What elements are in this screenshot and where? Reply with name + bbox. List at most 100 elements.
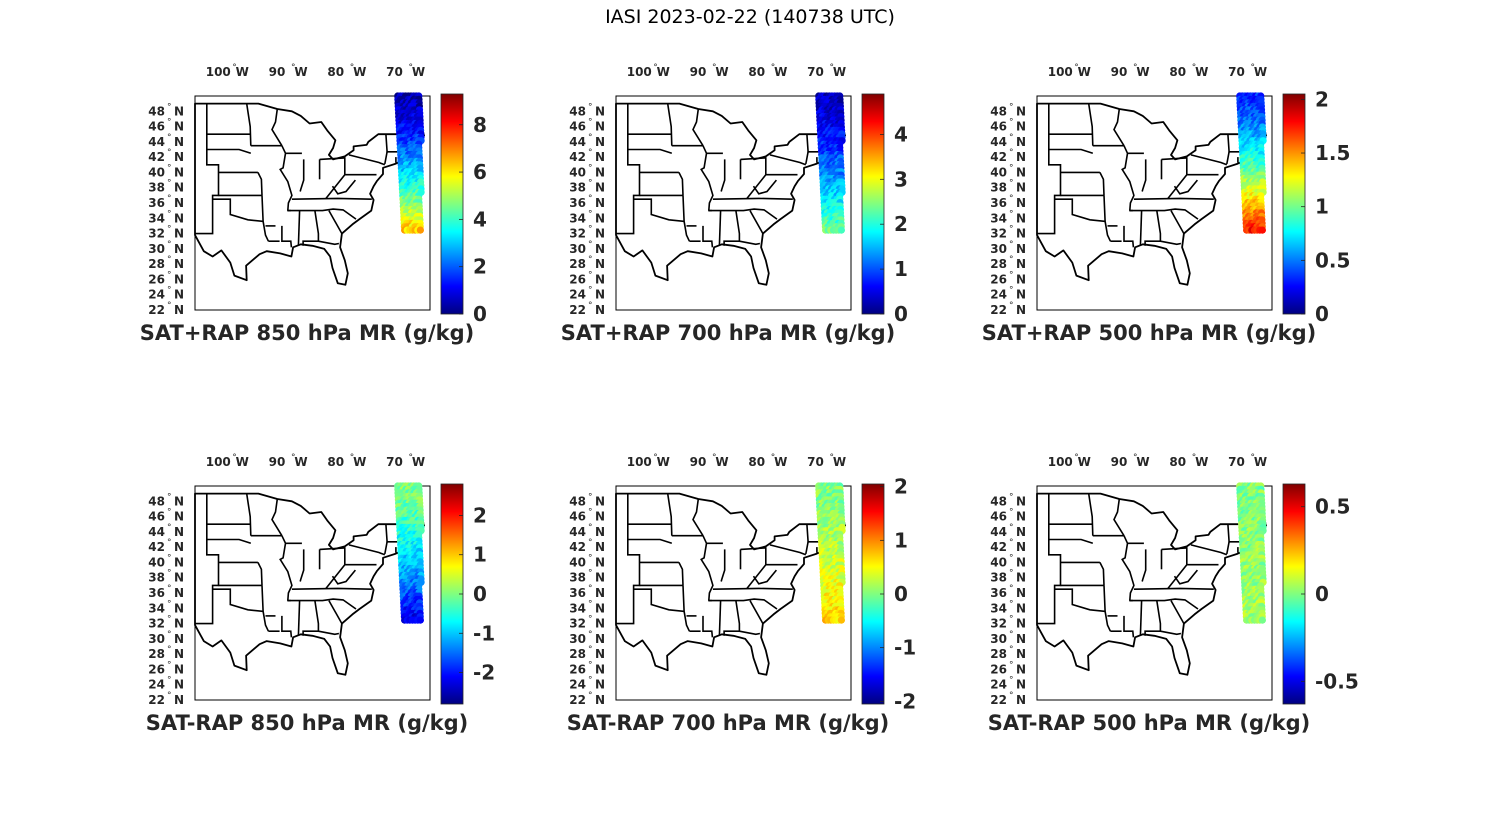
- lat-tick-degree: °: [167, 599, 172, 609]
- lat-tick-dir: N: [1016, 272, 1026, 286]
- lon-tick-label: 80: [327, 455, 344, 469]
- lat-tick-label: 32: [990, 227, 1007, 241]
- lat-tick-label: 46: [569, 510, 586, 524]
- state-border: [1113, 108, 1125, 147]
- lon-tick-degree: °: [712, 63, 717, 73]
- state-border: [627, 538, 673, 545]
- state-border: [319, 547, 345, 551]
- state-border: [348, 154, 386, 166]
- state-border: [752, 569, 778, 585]
- colorbar-tick-label: -0.5: [1315, 669, 1359, 693]
- lon-tick-degree: °: [771, 453, 776, 463]
- lat-tick-label: 22: [990, 303, 1007, 317]
- swath-points: [1236, 92, 1267, 234]
- lat-tick-dir: N: [595, 120, 605, 134]
- lat-tick-label: 34: [148, 601, 165, 615]
- lat-tick-dir: N: [1016, 617, 1026, 631]
- lat-tick-label: 26: [990, 662, 1007, 676]
- state-border: [297, 600, 301, 636]
- lat-tick-label: 24: [148, 288, 165, 302]
- lat-tick-degree: °: [167, 523, 172, 533]
- us-coastline: [194, 492, 425, 676]
- state-border: [720, 159, 726, 192]
- lat-tick-dir: N: [1016, 227, 1026, 241]
- lat-tick-label: 36: [569, 586, 586, 600]
- state-border: [281, 615, 293, 638]
- lat-tick-dir: N: [595, 165, 605, 179]
- map-panel-sat-rap-850-sum: 100 °W 90 °W 80 °W 70 °W48 ° N46 ° N44 ° N42 ° N40 ° N38 °…: [140, 63, 487, 345]
- lat-tick-dir: N: [1016, 571, 1026, 585]
- lat-tick-dir: N: [595, 601, 605, 615]
- lat-tick-degree: °: [588, 255, 593, 265]
- lon-tick-label: 80: [748, 65, 765, 79]
- lat-tick-degree: °: [588, 508, 593, 518]
- state-border: [299, 159, 305, 192]
- lat-tick-degree: °: [1009, 255, 1014, 265]
- lat-tick-degree: °: [588, 538, 593, 548]
- lat-tick-label: 44: [569, 135, 586, 149]
- colorbar: [440, 93, 464, 315]
- colorbar-tick-label: 1: [473, 543, 487, 567]
- lon-tick-dir: W: [1078, 65, 1091, 79]
- lon-tick-label: 80: [327, 65, 344, 79]
- lon-tick-label: 70: [386, 455, 403, 469]
- lat-tick-dir: N: [1016, 555, 1026, 569]
- lon-tick-degree: °: [1074, 453, 1079, 463]
- colorbar-tick-label: 4: [894, 122, 908, 146]
- lon-tick-dir: W: [1195, 455, 1208, 469]
- colorbar-tick-label: 0: [894, 582, 908, 606]
- state-border: [1048, 538, 1094, 545]
- state-border: [348, 544, 386, 556]
- swath-point: [1258, 616, 1266, 624]
- lon-tick-degree: °: [1192, 63, 1197, 73]
- lat-tick-degree: °: [1009, 102, 1014, 112]
- lat-tick-label: 44: [148, 525, 165, 539]
- lat-tick-dir: N: [1016, 135, 1026, 149]
- state-border: [1103, 585, 1112, 632]
- lon-tick-label: 70: [386, 65, 403, 79]
- lat-tick-label: 26: [569, 662, 586, 676]
- lon-tick-dir: W: [294, 455, 307, 469]
- lat-tick-label: 42: [569, 540, 586, 554]
- lon-tick-degree: °: [409, 453, 414, 463]
- lat-tick-dir: N: [595, 494, 605, 508]
- state-border: [739, 630, 761, 636]
- lat-tick-degree: °: [1009, 163, 1014, 173]
- lon-tick-dir: W: [236, 455, 249, 469]
- colorbar-tick-label: -2: [473, 661, 495, 685]
- colorbar-tick-label: 0.5: [1315, 248, 1350, 272]
- colorbar-tick-label: 1.5: [1315, 141, 1350, 165]
- lat-tick-dir: N: [595, 555, 605, 569]
- lat-tick-label: 48: [148, 104, 165, 118]
- lat-tick-dir: N: [174, 135, 184, 149]
- lat-tick-degree: °: [588, 523, 593, 533]
- lat-tick-degree: °: [588, 584, 593, 594]
- state-border: [769, 154, 807, 166]
- lat-tick-degree: °: [588, 240, 593, 250]
- lon-tick-degree: °: [409, 63, 414, 73]
- lon-tick-degree: °: [1074, 63, 1079, 73]
- state-border: [1087, 493, 1094, 536]
- lat-tick-label: 28: [990, 257, 1007, 271]
- lat-tick-label: 42: [148, 540, 165, 554]
- state-border: [291, 197, 372, 200]
- state-border: [682, 195, 691, 242]
- state-border: [1141, 549, 1147, 582]
- lat-tick-dir: N: [174, 540, 184, 554]
- lat-tick-label: 32: [569, 227, 586, 241]
- state-border: [1161, 157, 1187, 161]
- lat-tick-label: 46: [569, 120, 586, 134]
- lon-tick-degree: °: [1133, 453, 1138, 463]
- lat-tick-dir: N: [1016, 165, 1026, 179]
- state-border: [805, 151, 809, 165]
- lon-tick-label: 90: [1111, 65, 1128, 79]
- lat-tick-label: 24: [990, 678, 1007, 692]
- lat-tick-degree: °: [588, 286, 593, 296]
- lon-tick-label: 90: [269, 455, 286, 469]
- state-border: [739, 240, 761, 246]
- lon-tick-dir: W: [833, 65, 846, 79]
- lon-tick-degree: °: [653, 453, 658, 463]
- state-border: [257, 562, 263, 586]
- lat-tick-degree: °: [1009, 148, 1014, 158]
